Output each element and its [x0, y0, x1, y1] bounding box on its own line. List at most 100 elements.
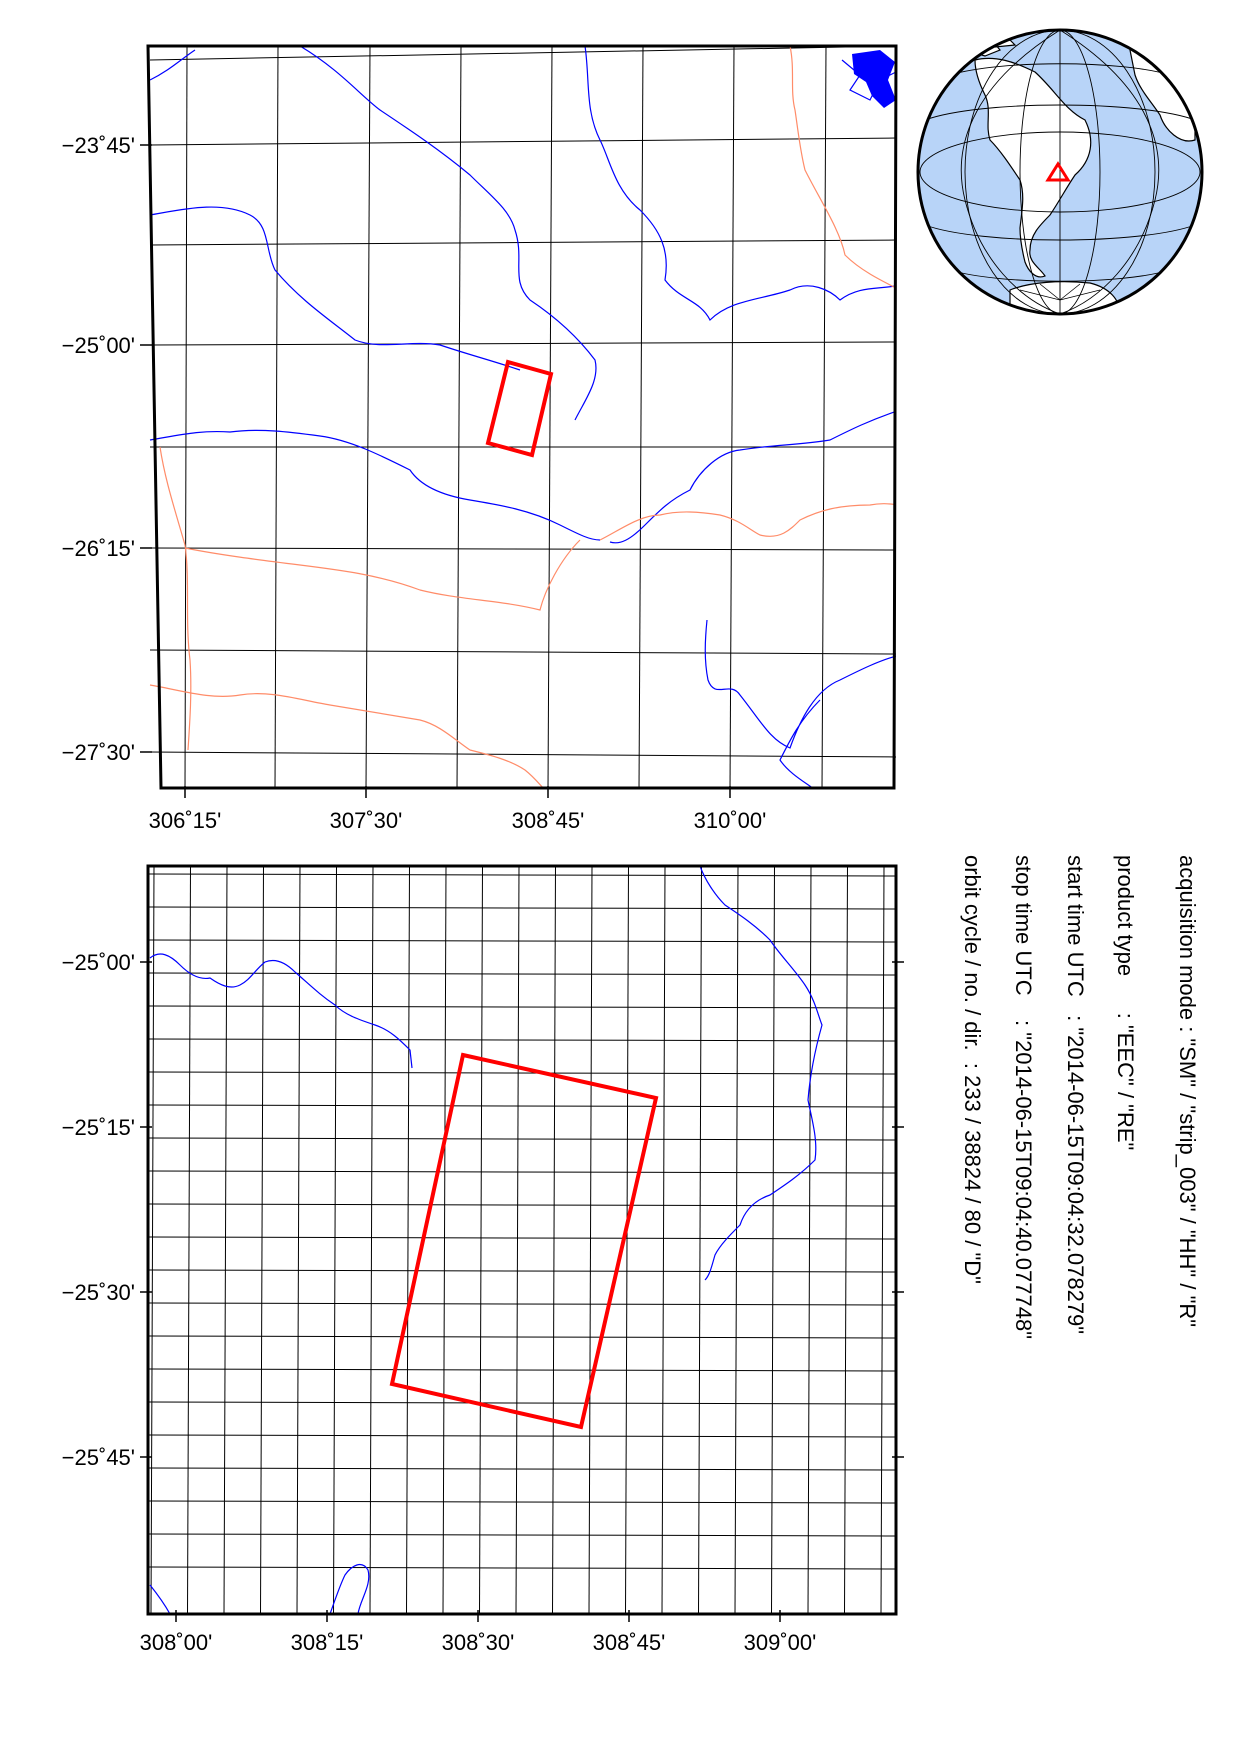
detail-parallel — [148, 1533, 896, 1537]
detail-meridian — [369, 866, 374, 1614]
detail-meridian — [734, 866, 739, 1614]
info-acquisition-mode: acquisition mode : "SM" / "strip_003" / … — [1175, 855, 1200, 1327]
detail-meridian — [260, 866, 264, 1614]
locator-globe — [916, 28, 1204, 316]
overview-lat-label-2: −25˚00' — [62, 333, 135, 358]
detail-river-east — [699, 866, 823, 1281]
overview-lon-label-3: 308˚45' — [512, 808, 585, 833]
detail-parallel — [148, 1038, 896, 1042]
overview-borders — [149, 46, 896, 788]
detail-meridian — [479, 866, 483, 1614]
detail-lat-label-3: −25˚30' — [62, 1280, 135, 1305]
detail-map: −25˚00' −25˚15' −25˚30' −25˚45' 308˚00' … — [62, 864, 921, 1655]
detail-meridian — [844, 866, 848, 1614]
detail-parallel — [148, 1203, 896, 1207]
detail-meridian — [223, 866, 228, 1614]
river-north — [149, 46, 597, 421]
detail-parallel — [148, 1236, 896, 1240]
detail-parallel — [148, 1302, 896, 1306]
detail-meridian — [880, 866, 885, 1614]
detail-lon-label-5: 309˚00' — [744, 1630, 817, 1655]
detail-map-content — [148, 866, 921, 1614]
globe-north-america — [918, 30, 1001, 57]
overview-graticule — [149, 46, 896, 788]
globe-pole-rays — [1019, 282, 1101, 301]
overview-lon-label-4: 310˚00' — [694, 808, 767, 833]
overview-lat-label-3: −26˚15' — [62, 536, 135, 561]
detail-ticks — [140, 961, 904, 1622]
border-east — [599, 503, 896, 541]
detail-meridian — [552, 866, 556, 1614]
detail-frame — [146, 864, 898, 1616]
border-northeast — [789, 46, 896, 289]
detail-meridian — [698, 866, 702, 1614]
overview-lat-label-1: −23˚45' — [62, 133, 135, 158]
detail-parallel — [148, 972, 896, 976]
detail-meridian — [333, 866, 337, 1614]
globe-graticule — [919, 30, 1201, 314]
detail-lat-label-2: −25˚15' — [62, 1115, 135, 1140]
detail-parallel — [148, 1500, 896, 1504]
info-stop-time: stop time UTC : "2014-06-15T09:04:40.077… — [1011, 855, 1036, 1339]
river-right-upper — [584, 46, 896, 322]
detail-lat-label-1: −25˚00' — [62, 950, 135, 975]
overview-rivers — [149, 46, 896, 788]
river-west — [149, 206, 521, 371]
globe-outline — [916, 28, 1204, 316]
detail-parallel — [148, 1104, 896, 1108]
detail-river-south — [149, 1563, 370, 1614]
detail-parallel — [148, 906, 896, 910]
detail-meridian — [150, 866, 155, 1614]
detail-meridian — [661, 866, 666, 1614]
overview-map-content — [149, 46, 896, 788]
info-product-type: product type : "EEC" / "RE" — [1113, 855, 1138, 1150]
overview-ticks — [140, 144, 731, 798]
border-west — [159, 446, 192, 751]
detail-meridian — [771, 866, 775, 1614]
border-middle — [184, 539, 581, 611]
overview-lat-label-4: −27˚30' — [62, 740, 135, 765]
info-orbit: orbit cycle / no. / dir. : 233 / 38824 /… — [960, 855, 985, 1284]
info-start-time: start time UTC : "2014-06-15T09:04:32.07… — [1063, 855, 1088, 1334]
detail-meridian — [625, 866, 629, 1614]
detail-parallel — [148, 1170, 896, 1174]
overview-frame — [146, 44, 898, 790]
overview-map: −23˚45' −25˚00' −26˚15' −27˚30' 306˚15' … — [62, 44, 898, 833]
detail-parallel — [148, 1137, 896, 1141]
detail-meridian — [918, 866, 921, 1614]
detail-meridian — [588, 866, 593, 1614]
detail-meridian — [515, 866, 520, 1614]
detail-lon-label-3: 308˚30' — [442, 1630, 515, 1655]
overview-lon-label-2: 307˚30' — [330, 808, 403, 833]
detail-parallel — [148, 1335, 896, 1339]
detail-parallel — [148, 1071, 896, 1075]
detail-lon-label-4: 308˚45' — [593, 1630, 666, 1655]
overview-lake — [852, 50, 896, 108]
detail-parallel — [148, 939, 896, 943]
detail-meridian — [296, 866, 301, 1614]
detail-meridian — [807, 866, 812, 1614]
acquisition-info: acquisition mode : "SM" / "strip_003" / … — [960, 855, 1200, 1339]
detail-parallel — [148, 1368, 896, 1372]
river-east — [609, 410, 896, 544]
detail-lon-label-2: 308˚15' — [291, 1630, 364, 1655]
detail-parallel — [148, 873, 896, 877]
border-south — [149, 684, 544, 788]
detail-meridian — [187, 866, 191, 1614]
detail-rivers — [149, 866, 823, 1614]
detail-meridian — [442, 866, 447, 1614]
detail-parallel — [148, 1467, 896, 1471]
river-southeast — [704, 619, 896, 788]
triangle-marker-icon — [1045, 161, 1071, 182]
detail-parallel — [148, 1434, 896, 1438]
overview-lon-label-1: 306˚15' — [149, 808, 222, 833]
detail-graticule — [148, 866, 921, 1614]
globe-south-america — [974, 57, 1092, 278]
overview-footprint — [485, 359, 554, 458]
detail-lat-label-4: −25˚45' — [62, 1445, 135, 1470]
detail-river-west — [149, 953, 413, 1069]
detail-parallel — [148, 1401, 896, 1405]
detail-meridian — [406, 866, 410, 1614]
detail-parallel — [148, 1005, 896, 1009]
